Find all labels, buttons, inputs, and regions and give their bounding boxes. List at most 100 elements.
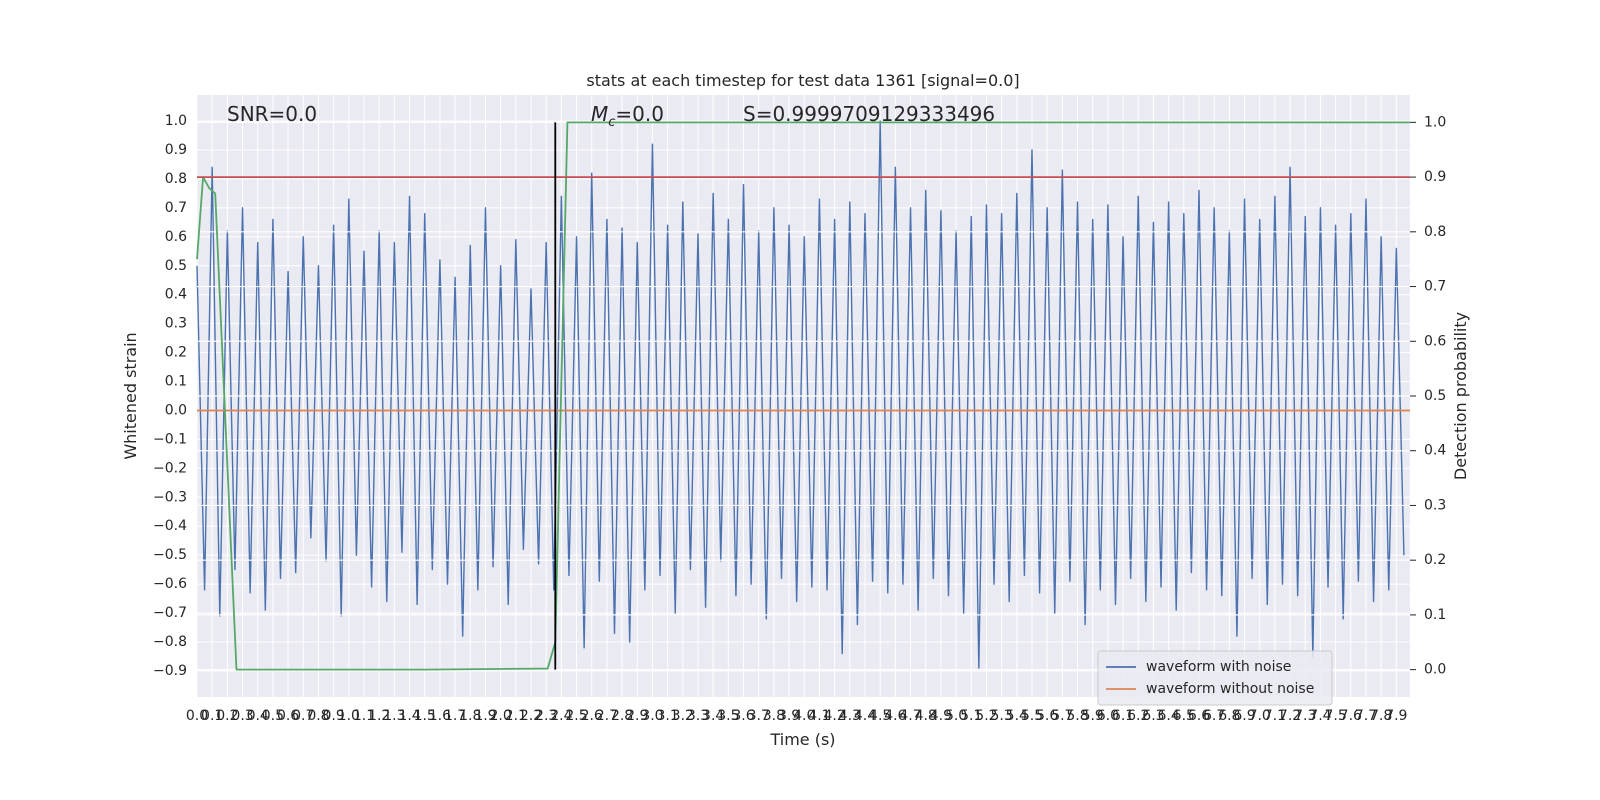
y2-tick-label: 0.1 (1424, 607, 1446, 623)
x-tick-label: 6.1 (1112, 708, 1134, 724)
x-tick-label: 7.1 (1264, 708, 1286, 724)
ticks: 0.00.10.20.30.40.50.60.70.80.91.01.11.21… (153, 113, 1446, 724)
x-tick-label: 4.7 (899, 708, 921, 724)
y2-tick-label: 1.0 (1424, 114, 1446, 130)
y2-tick-label: 0.6 (1424, 333, 1446, 349)
series-line (196, 120, 1405, 669)
annotation-text: =0.0 (615, 102, 664, 126)
x-tick-label: 0.5 (262, 708, 284, 724)
x-tick-label: 6.4 (1157, 708, 1179, 724)
x-tick-label: 4.0 (793, 708, 815, 724)
annotation: Mc=0.0 (591, 102, 664, 130)
y-tick-label: −0.3 (153, 489, 187, 505)
x-tick-label: 1.2 (368, 708, 390, 724)
x-tick-label: 4.1 (808, 708, 830, 724)
y2-tick-label: 0.7 (1424, 279, 1446, 295)
chart-title: stats at each timestep for test data 136… (586, 71, 1019, 90)
x-tick-label: 6.5 (1173, 708, 1195, 724)
x-tick-label: 6.9 (1233, 708, 1255, 724)
x-tick-label: 0.9 (323, 708, 345, 724)
x-tick-label: 0.4 (247, 708, 269, 724)
x-tick-label: 7.8 (1370, 708, 1392, 724)
y-tick-label: −0.8 (153, 634, 187, 650)
x-tick-label: 5.7 (1051, 708, 1073, 724)
x-tick-label: 2.2 (520, 708, 542, 724)
series-line (196, 121, 1410, 671)
x-tick-label: 3.6 (732, 708, 754, 724)
x-tick-label: 1.1 (353, 708, 375, 724)
x-tick-label: 5.0 (945, 708, 967, 724)
legend-box (1097, 650, 1333, 706)
y-tick-label: 0.2 (165, 345, 187, 361)
x-tick-label: 5.2 (975, 708, 997, 724)
x-tick-label: 7.6 (1340, 708, 1362, 724)
y2-tick-label: 0.4 (1424, 443, 1446, 459)
x-tick-label: 0.6 (277, 708, 299, 724)
y-tick-label: 0.8 (165, 171, 187, 187)
y-tick-label: −0.4 (153, 518, 187, 534)
lines (196, 120, 1405, 669)
x-tick-label: 1.7 (444, 708, 466, 724)
x-tick-label: 7.0 (1249, 708, 1271, 724)
x-tick-label: 5.4 (1006, 708, 1028, 724)
x-tick-label: 2.4 (550, 708, 572, 724)
x-tick-label: 6.3 (1142, 708, 1164, 724)
y2-tick-label: 0.9 (1424, 169, 1446, 185)
x-tick-label: 4.5 (869, 708, 891, 724)
x-tick-label: 6.7 (1203, 708, 1225, 724)
x-tick-label: 4.2 (823, 708, 845, 724)
y2-tick-label: 0.3 (1424, 497, 1446, 513)
x-tick-label: 4.4 (854, 708, 876, 724)
x-tick-label: 6.2 (1127, 708, 1149, 724)
x-tick-label: 4.6 (884, 708, 906, 724)
legend-label: waveform with noise (1146, 659, 1291, 675)
y2-tick-label: 0.8 (1424, 224, 1446, 240)
x-tick-label: 5.5 (1021, 708, 1043, 724)
y-tick-label: 0.1 (165, 374, 187, 390)
x-tick-label: 7.7 (1355, 708, 1377, 724)
y2-tick-label: 0.0 (1424, 662, 1446, 678)
x-tick-label: 2.8 (611, 708, 633, 724)
x-tick-label: 7.5 (1324, 708, 1346, 724)
x-tick-label: 3.9 (778, 708, 800, 724)
annotation-subscript: c (608, 115, 615, 130)
x-tick-label: 0.8 (307, 708, 329, 724)
x-tick-label: 6.8 (1218, 708, 1240, 724)
x-tick-label: 0.7 (292, 708, 314, 724)
x-tick-label: 7.4 (1309, 708, 1331, 724)
x-tick-label: 7.2 (1279, 708, 1301, 724)
x-tick-label: 3.5 (717, 708, 739, 724)
x-tick-label: 2.3 (535, 708, 557, 724)
y2-axis-label: Detection probability (1451, 312, 1470, 480)
y-tick-label: 0.9 (165, 142, 187, 158)
x-tick-label: 1.5 (414, 708, 436, 724)
y2-tick-label: 0.5 (1424, 388, 1446, 404)
annotation: S=0.9999709129333496 (743, 102, 995, 126)
x-tick-label: 5.6 (1036, 708, 1058, 724)
legend: waveform with noise waveform without nois… (1097, 650, 1333, 706)
x-tick-label: 4.8 (915, 708, 937, 724)
x-tick-label: 2.0 (489, 708, 511, 724)
x-tick-label: 5.8 (1066, 708, 1088, 724)
x-tick-label: 7.9 (1385, 708, 1407, 724)
y-tick-label: 0.4 (165, 287, 187, 303)
x-tick-label: 1.4 (398, 708, 420, 724)
x-tick-label: 4.9 (930, 708, 952, 724)
x-tick-label: 1.6 (429, 708, 451, 724)
y-tick-label: −0.1 (153, 431, 187, 447)
annotation-symbol: M (591, 102, 608, 126)
x-tick-label: 2.1 (505, 708, 527, 724)
y-tick-label: −0.2 (153, 460, 187, 476)
x-tick-label: 1.3 (383, 708, 405, 724)
y-axis-label: Whitened strain (121, 332, 140, 459)
x-tick-label: 6.0 (1097, 708, 1119, 724)
y-tick-label: −0.6 (153, 576, 187, 592)
x-tick-label: 3.1 (656, 708, 678, 724)
y-tick-label: −0.7 (153, 605, 187, 621)
y-tick-label: −0.5 (153, 547, 187, 563)
x-tick-label: 0.0 (186, 708, 208, 724)
y-tick-label: −0.9 (153, 663, 187, 679)
x-tick-label: 2.5 (565, 708, 587, 724)
x-tick-label: 3.7 (748, 708, 770, 724)
